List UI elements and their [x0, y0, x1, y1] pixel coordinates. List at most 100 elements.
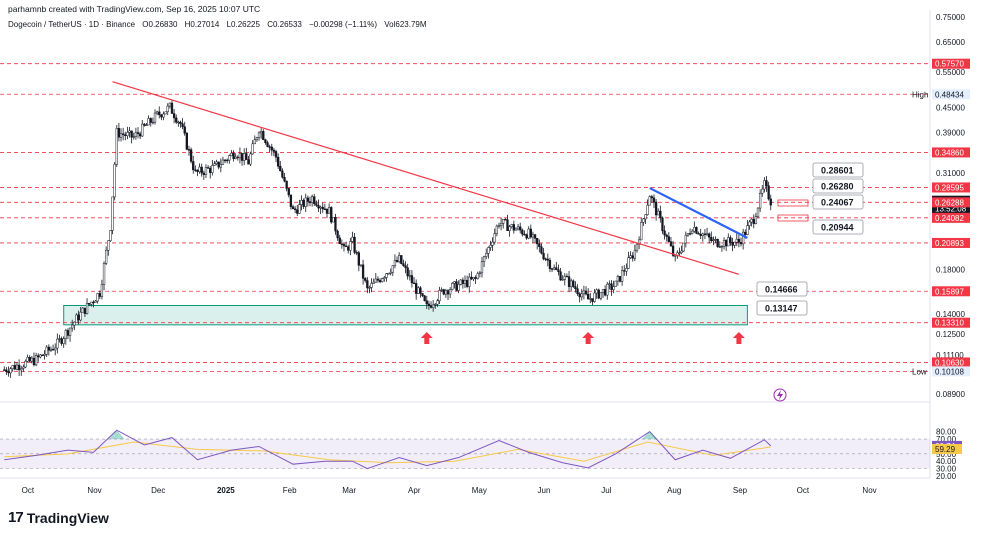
candle-body — [73, 321, 76, 326]
volume: Vol623.79M — [384, 20, 427, 29]
price-annotation-label: 0.13147 — [765, 304, 798, 314]
candle-body — [175, 117, 178, 123]
rsi-axis-badge-value: 59.29 — [935, 445, 956, 454]
candle-body — [419, 287, 422, 294]
candle-body — [47, 346, 50, 351]
price-axis-badge-tag: Low — [912, 367, 927, 376]
candle-body — [96, 293, 99, 302]
price-axis-badge-tag: High — [912, 90, 928, 99]
price-tick-label: 0.65000 — [936, 38, 965, 47]
candle-body — [238, 153, 242, 159]
candle-body — [43, 354, 46, 356]
candle-body — [599, 292, 603, 299]
credit-text: parhamnb created with TradingView.com, S… — [8, 4, 261, 14]
candle-body — [610, 283, 613, 290]
candle-body — [77, 314, 80, 321]
candle-body — [657, 210, 660, 216]
candle-body — [149, 118, 152, 123]
price-annotation-box — [812, 219, 864, 235]
candle-body — [620, 270, 624, 282]
candle-body — [168, 102, 172, 107]
candle-body — [618, 276, 622, 282]
candle-body — [578, 293, 581, 298]
candle-body — [327, 207, 331, 214]
candle-body — [597, 289, 600, 299]
candle-body — [595, 289, 598, 294]
candle-body — [381, 278, 384, 283]
candle-body — [230, 152, 233, 156]
candle-body — [708, 233, 711, 238]
candle-body — [735, 238, 738, 243]
candle-body — [170, 102, 174, 114]
candle-body — [187, 149, 191, 151]
candle-body — [302, 200, 305, 207]
candle-body — [194, 169, 197, 171]
candle-body — [285, 180, 288, 189]
candle-body — [408, 275, 411, 277]
candle-body — [576, 288, 579, 294]
candle-body — [98, 293, 101, 297]
candle-body — [421, 293, 424, 297]
candle-body — [132, 136, 135, 138]
rsi-tick-label: 70.00 — [936, 435, 957, 444]
candle-body — [720, 246, 724, 248]
candle-body — [287, 188, 290, 196]
candle-body — [553, 267, 556, 270]
candle-body — [243, 153, 246, 161]
candle-body — [262, 131, 265, 140]
candle-body — [304, 197, 307, 207]
candle-body — [731, 242, 734, 246]
candle-body — [521, 229, 524, 235]
candle-body — [457, 284, 460, 291]
candle-body — [587, 293, 590, 300]
price-annotation-label: 0.20944 — [821, 223, 854, 233]
candle-body — [574, 286, 577, 290]
candle-body — [686, 233, 690, 236]
candle-body — [64, 330, 67, 339]
candle-body — [185, 132, 188, 150]
candle-body — [629, 255, 632, 258]
price-annotation-box — [756, 300, 808, 316]
candle-body — [640, 222, 643, 241]
lightning-icon — [773, 388, 787, 402]
price-marker-box — [777, 199, 809, 207]
candle-body — [756, 207, 760, 217]
candle-body — [654, 201, 658, 216]
candle-body — [448, 289, 452, 295]
candle-body — [389, 271, 392, 274]
candle-body — [644, 214, 647, 220]
time-axis-label: Jul — [601, 486, 611, 495]
candle-body — [733, 241, 736, 246]
candle-body — [344, 245, 348, 248]
price-tick-label: 0.31000 — [936, 169, 965, 178]
candle-body — [623, 270, 626, 272]
symbol-name[interactable]: Dogecoin / TetherUS · 1D · Binance — [8, 20, 136, 29]
candle-body — [480, 261, 484, 274]
candle-body — [746, 225, 749, 235]
candle-body — [102, 263, 106, 285]
candle-body — [691, 230, 694, 234]
candle-body — [763, 180, 766, 190]
candle-body — [472, 277, 475, 280]
candle-body — [109, 230, 112, 241]
candle-body — [695, 227, 698, 234]
time-axis-label: Nov — [862, 486, 876, 495]
price-annotation-box — [756, 281, 808, 297]
candle-body — [75, 314, 78, 323]
candle-body — [234, 156, 237, 159]
candle-body — [627, 257, 630, 269]
candle-body — [727, 237, 730, 247]
candle-body — [417, 287, 420, 294]
candle-body — [491, 241, 494, 246]
candle-body — [387, 273, 390, 275]
candle-body — [402, 263, 405, 266]
candle-body — [209, 168, 212, 173]
candle-body — [580, 293, 583, 298]
candle-body — [555, 267, 558, 270]
candle-body — [213, 163, 216, 166]
candle-body — [406, 267, 409, 277]
candle-body — [206, 167, 210, 169]
candle-body — [317, 205, 320, 209]
candle-body — [370, 283, 373, 288]
